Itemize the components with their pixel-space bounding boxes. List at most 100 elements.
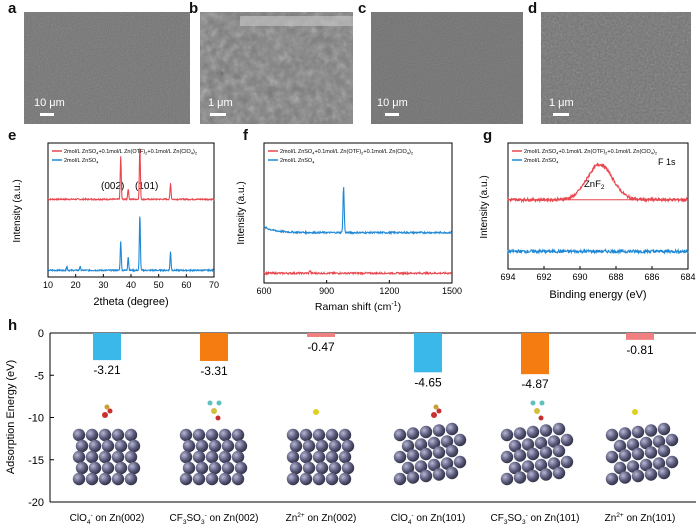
f-atom — [207, 400, 213, 406]
zn-atom — [552, 444, 566, 458]
sem-texture-c — [371, 12, 523, 124]
cl-atom — [433, 404, 439, 410]
o-atom — [431, 412, 437, 418]
zn-atom — [652, 457, 666, 470]
raman-tick-label-1: 900 — [319, 286, 334, 296]
zn-atom — [286, 428, 300, 442]
zn-atom — [208, 461, 222, 475]
zn-atom — [218, 428, 232, 442]
structure-0 — [72, 404, 141, 486]
adsorption-y-ticks: 0 -5 -10 -15 -20 — [28, 328, 54, 509]
zn-atom — [328, 461, 342, 475]
zn-atom — [289, 461, 303, 475]
zn-atom — [302, 439, 316, 453]
zn-atom — [218, 472, 232, 486]
zn-atom — [639, 458, 653, 472]
zn-atom — [72, 472, 86, 486]
xps-tick-label-4: 686 — [644, 272, 659, 282]
xps-line-1 — [507, 162, 689, 204]
scale-label-b: 1 μm — [208, 97, 233, 109]
zn-atom — [299, 472, 313, 486]
zn-atom — [111, 428, 125, 442]
raman-line-2 — [263, 187, 453, 236]
zn-atom — [419, 469, 433, 483]
zn-atom — [114, 439, 128, 453]
zn-atom — [85, 428, 99, 442]
zn-atom — [393, 428, 407, 442]
zn-atom — [179, 472, 193, 486]
xrd-tick-label-5: 60 — [181, 280, 191, 290]
zn-atom — [127, 439, 141, 453]
zn-atom — [526, 447, 540, 461]
ads-bar-0 — [93, 333, 121, 361]
zn-atom — [534, 436, 548, 450]
xps-annotation-znf2: ZnF2 — [584, 179, 605, 191]
zn-atom — [644, 468, 658, 481]
zn-atom — [195, 461, 209, 475]
zn-atom — [552, 422, 566, 436]
zn-atom — [432, 446, 446, 459]
zn-atom — [231, 472, 245, 486]
zn-atom — [613, 439, 627, 453]
ads-bar-4 — [521, 333, 549, 375]
ads-value-label-2: -0.47 — [307, 340, 335, 354]
zn-atom — [500, 428, 514, 442]
o-atom — [107, 408, 113, 414]
zn-atom — [539, 424, 553, 437]
zn-atom — [631, 447, 645, 461]
xps-tick-label-0: 694 — [500, 272, 515, 282]
zn-atom — [124, 472, 138, 486]
xrd-tick-label-2: 30 — [98, 280, 108, 290]
zn-atom — [657, 422, 671, 436]
zn-atom — [289, 439, 303, 453]
zn-atom — [393, 450, 407, 464]
x-label-cf3so3-101: CF3SO3- on Zn(101) — [491, 512, 580, 526]
zn-atom — [124, 428, 138, 442]
zn-atom — [85, 450, 99, 464]
xps-legend: 2mol/L ZnSO4+0.1mol/L Zn(OTF)2+0.1mol/L … — [512, 149, 658, 165]
zn-atom — [406, 449, 420, 462]
panel-label-g: g — [483, 127, 493, 144]
zn-atom — [338, 472, 352, 486]
o-atom — [538, 415, 544, 421]
scale-bar-c — [385, 113, 399, 116]
o-atom — [436, 408, 442, 414]
sem-texture-a — [24, 12, 190, 124]
zn-atom — [111, 450, 125, 464]
xps-legend-1: 2mol/L ZnSO4+0.1mol/L Zn(OTF)2+0.1mol/L … — [524, 149, 658, 156]
zn-atom — [182, 461, 196, 475]
zn-atom — [101, 439, 115, 453]
xps-x-label: Binding energy (eV) — [549, 289, 646, 301]
ads-value-label-1: -3.31 — [200, 364, 228, 378]
zn-atom — [195, 439, 209, 453]
zn-atom — [325, 450, 339, 464]
zn-atom — [453, 433, 467, 447]
zn-atom — [231, 450, 245, 464]
panel-label-a: a — [8, 0, 17, 17]
panel-label-d: d — [528, 0, 538, 17]
xrd-annotation-002: (002) — [101, 181, 124, 192]
xps-title: F 1s — [658, 157, 676, 167]
raman-tick-label-2: 1200 — [379, 286, 399, 296]
xps-tick-label-5: 684 — [680, 272, 695, 282]
ads-bar-5 — [626, 333, 654, 340]
zn-atom — [631, 425, 645, 439]
raman-chart: 2mol/L ZnSO4+0.1mol/L Zn(OTF)2+0.1mol/L … — [236, 142, 462, 313]
zn-atom — [547, 435, 561, 448]
raman-series — [263, 187, 453, 276]
zn-atom — [234, 461, 248, 475]
f-atom — [216, 400, 222, 406]
zn-atom — [513, 471, 527, 484]
zn-atom — [618, 471, 632, 484]
x-label-cf3so3-002: CF3SO3- on Zn(002) — [170, 512, 259, 526]
panel-label-f: f — [243, 127, 248, 144]
zn-atom — [406, 471, 420, 484]
xps-legend-2: 2mol/L ZnSO4 — [524, 158, 559, 165]
panel-label-c: c — [358, 0, 367, 17]
s-atom — [534, 408, 540, 414]
raman-legend: 2mol/L ZnSO4+0.1mol/L Zn(OTF)2+0.1mol/L … — [268, 149, 414, 165]
scale-label-c: 10 μm — [377, 97, 408, 109]
zn-atom — [205, 450, 219, 464]
xrd-line-2 — [47, 216, 215, 273]
xrd-x-label: 2theta (degree) — [93, 296, 168, 308]
